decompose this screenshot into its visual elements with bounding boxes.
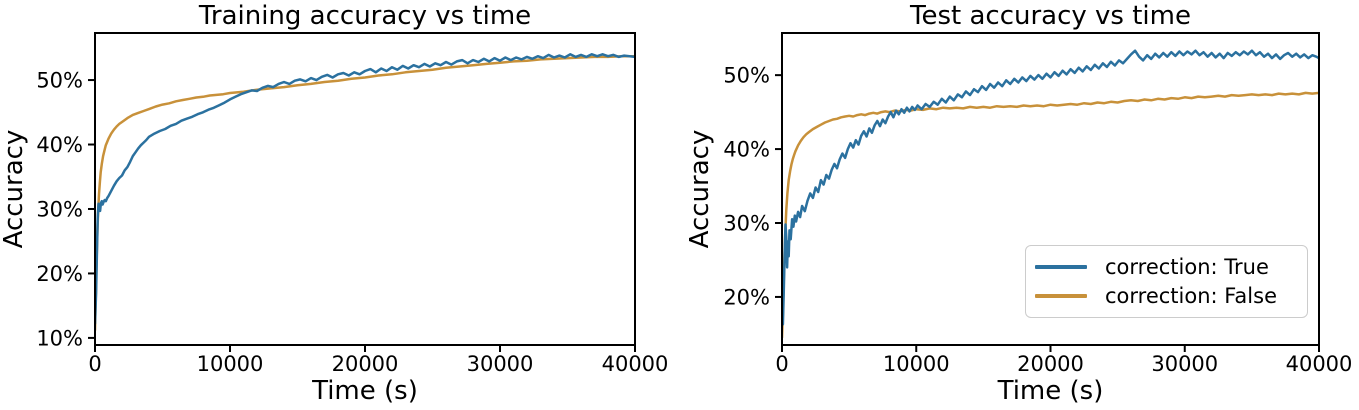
training-chart-title: Training accuracy vs time [198,1,532,31]
training-chart-xlabel: Time (s) [312,376,418,406]
training-chart: 0 10000 20000 30000 40000 10% 20% 30% 40% 50% [36,32,669,376]
y-tick-label: 20% [723,285,770,309]
x-tick-label: 30000 [1151,352,1218,376]
y-tick-label: 30% [723,212,770,236]
test-chart-line-series_true [781,49,1320,326]
y-tick-label: 30% [36,197,83,221]
y-tick-label: 40% [36,133,83,157]
legend-item-correction-true: correction: True [1026,255,1307,279]
training-chart-spines [94,32,636,346]
test-chart-title: Test accuracy vs time [910,1,1191,31]
x-tick-label: 20000 [1017,352,1084,376]
training-chart-line-series_true [94,53,636,325]
x-tick-label: 20000 [332,352,399,376]
x-tick-label: 30000 [467,352,534,376]
training-chart-line-series_false [94,54,636,332]
training-chart-ylabel: Accuracy [0,129,29,249]
y-tick-label: 40% [723,138,770,162]
x-tick-label: 40000 [1286,352,1353,376]
x-tick-label: 10000 [197,352,264,376]
test-chart: 0 10000 20000 30000 40000 20% 30% 40% 50% [723,32,1353,376]
x-tick-label: 40000 [602,352,669,376]
x-tick-label: 0 [88,352,101,376]
legend-item-correction-false: correction: False [1026,284,1307,308]
legend-label-true: correction: True [1105,254,1269,279]
legend-line-swatch-true [1035,264,1087,269]
y-tick-label: 10% [36,326,83,350]
test-chart-ylabel: Accuracy [685,129,715,249]
legend-line-swatch-false [1035,294,1087,299]
y-tick-label: 20% [36,262,83,286]
legend: correction: True correction: False [1025,245,1308,318]
legend-label-false: correction: False [1105,284,1277,309]
y-tick-label: 50% [723,64,770,88]
x-tick-label: 10000 [883,352,950,376]
x-tick-label: 0 [775,352,788,376]
test-chart-line-series_false [781,91,1320,339]
test-chart-xlabel: Time (s) [997,376,1104,406]
y-tick-label: 50% [36,69,83,93]
